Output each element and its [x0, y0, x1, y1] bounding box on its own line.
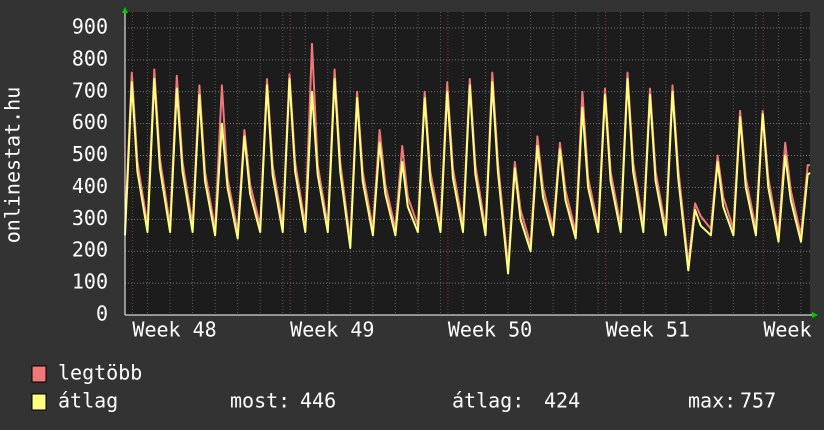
x-tick-label: Week 49: [290, 318, 374, 342]
y-tick-label: 200: [72, 238, 108, 262]
x-tick-label: Week: [763, 318, 811, 342]
plot-area: [125, 12, 810, 315]
x-arrow: [812, 312, 818, 318]
y-tick-label: 300: [72, 206, 108, 230]
stat-label: most:: [230, 389, 290, 413]
legend-label: legtöbb: [58, 361, 142, 385]
x-tick-label: Week 48: [132, 318, 216, 342]
stat-value: 446: [300, 389, 336, 413]
legend-label: átlag: [58, 389, 118, 413]
y-tick-label: 600: [72, 110, 108, 134]
legend-swatch: [31, 393, 47, 411]
x-tick-label: Week 50: [448, 318, 532, 342]
y-tick-label: 900: [72, 15, 108, 39]
stat-value: 757: [740, 389, 776, 413]
legend-swatch: [31, 365, 47, 383]
series-line: [124, 78, 811, 275]
y-tick-label: 100: [72, 270, 108, 294]
y-tick-label: 500: [72, 142, 108, 166]
y-tick-label: 400: [72, 174, 108, 198]
y-tick-label: 800: [72, 46, 108, 70]
stat-value: 424: [544, 389, 580, 413]
y-arrow: [122, 7, 128, 13]
stat-label: max:: [688, 389, 736, 413]
y-tick-label: 700: [72, 78, 108, 102]
y-axis-label: onlinestat.hu: [1, 87, 25, 244]
stat-label: átlag:: [452, 389, 524, 413]
y-tick-label: 0: [96, 302, 108, 326]
x-tick-label: Week 51: [606, 318, 690, 342]
